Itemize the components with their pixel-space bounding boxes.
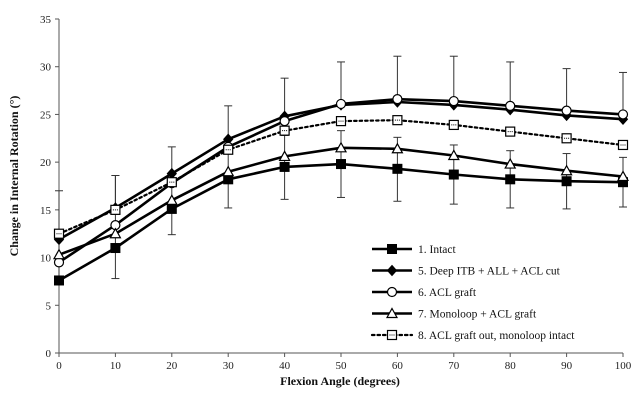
- legend-label-3: 6. ACL graft: [418, 287, 477, 299]
- data-point-series-5: [166, 177, 177, 188]
- legend: 1. Intact 5. Deep ITB + ALL + ACL cut 6. A…: [370, 244, 575, 342]
- data-point-series-5: [335, 116, 347, 127]
- data-point-series-3: [448, 95, 459, 107]
- legend-label-4: 7. Monoloop + ACL graft: [418, 309, 537, 321]
- data-point-series-5: [279, 125, 290, 136]
- data-point-series-1: [561, 176, 572, 187]
- data-point-series-5: [223, 144, 234, 155]
- legend-marker-4: [385, 307, 399, 319]
- data-point-series-1: [166, 203, 177, 214]
- data-point-series-3: [392, 94, 403, 105]
- data-point-series-1: [110, 243, 121, 254]
- y-tick-label: 25: [40, 109, 52, 121]
- x-tick-label: 90: [561, 360, 573, 372]
- data-point-series-4: [616, 170, 630, 182]
- data-point-series-5: [448, 119, 459, 131]
- marker-layer: [52, 94, 630, 286]
- data-point-series-4: [52, 248, 66, 260]
- x-tick-label: 60: [392, 360, 404, 372]
- data-point-series-1: [448, 169, 459, 180]
- y-tick-label: 35: [40, 14, 52, 26]
- legend-label-5: 8. ACL graft out, monoloop intact: [418, 330, 575, 342]
- data-point-series-3: [279, 116, 290, 127]
- legend-marker-1: [387, 244, 397, 254]
- data-point-series-5: [53, 228, 65, 239]
- legend-marker-5: [386, 329, 398, 341]
- legend-label-1: 1. Intact: [418, 244, 456, 256]
- data-point-series-1: [336, 159, 346, 170]
- data-point-series-3: [617, 109, 629, 120]
- y-tick-label: 10: [40, 253, 52, 265]
- x-axis-title: Flexion Angle (degrees): [280, 374, 400, 388]
- data-point-series-3: [505, 100, 516, 111]
- data-point-series-4: [109, 227, 122, 239]
- data-point-series-1: [54, 275, 64, 286]
- data-point-series-5: [505, 126, 516, 137]
- y-tick-label: 0: [46, 348, 52, 360]
- data-point-series-4: [165, 194, 178, 205]
- data-point-series-3: [561, 105, 572, 116]
- x-tick-label: 70: [448, 360, 460, 372]
- data-point-series-4: [222, 165, 235, 177]
- x-tick-label: 80: [505, 360, 517, 372]
- data-point-series-1: [279, 161, 290, 172]
- y-axis-title: Change in Internal Rotation (°): [7, 96, 21, 257]
- x-tick-label: 0: [56, 360, 62, 372]
- data-point-series-4: [447, 149, 460, 161]
- data-point-series-3: [335, 98, 347, 110]
- legend-marker-2: [386, 264, 398, 277]
- x-tick-label: 20: [166, 360, 178, 372]
- data-point-series-4: [391, 142, 404, 154]
- y-tick-label: 15: [40, 205, 52, 217]
- x-tick-label: 10: [110, 360, 122, 372]
- data-point-series-4: [560, 164, 573, 176]
- data-point-series-1: [392, 163, 403, 174]
- axes-layer: 0 5 10 15 20 25 30 35 0 10 20 30 40 50 60 70 80 90 100: [40, 14, 632, 372]
- data-point-series-5: [392, 115, 403, 126]
- legend-label-2: 5. Deep ITB + ALL + ACL cut: [418, 266, 561, 278]
- y-tick-label: 5: [46, 300, 52, 312]
- data-point-series-4: [504, 157, 517, 169]
- x-tick-label: 40: [279, 360, 291, 372]
- data-point-series-5: [617, 139, 629, 151]
- legend-marker-3: [386, 286, 398, 298]
- y-tick-label: 20: [40, 157, 52, 169]
- data-point-series-5: [561, 133, 572, 144]
- y-tick-label: 30: [40, 62, 52, 74]
- x-tick-label: 100: [615, 360, 632, 372]
- data-point-series-4: [334, 141, 348, 153]
- x-tick-label: 30: [223, 360, 235, 372]
- x-tick-label: 50: [336, 360, 348, 372]
- data-point-series-4: [278, 150, 291, 162]
- data-point-series-5: [110, 204, 121, 215]
- data-point-series-1: [505, 174, 516, 185]
